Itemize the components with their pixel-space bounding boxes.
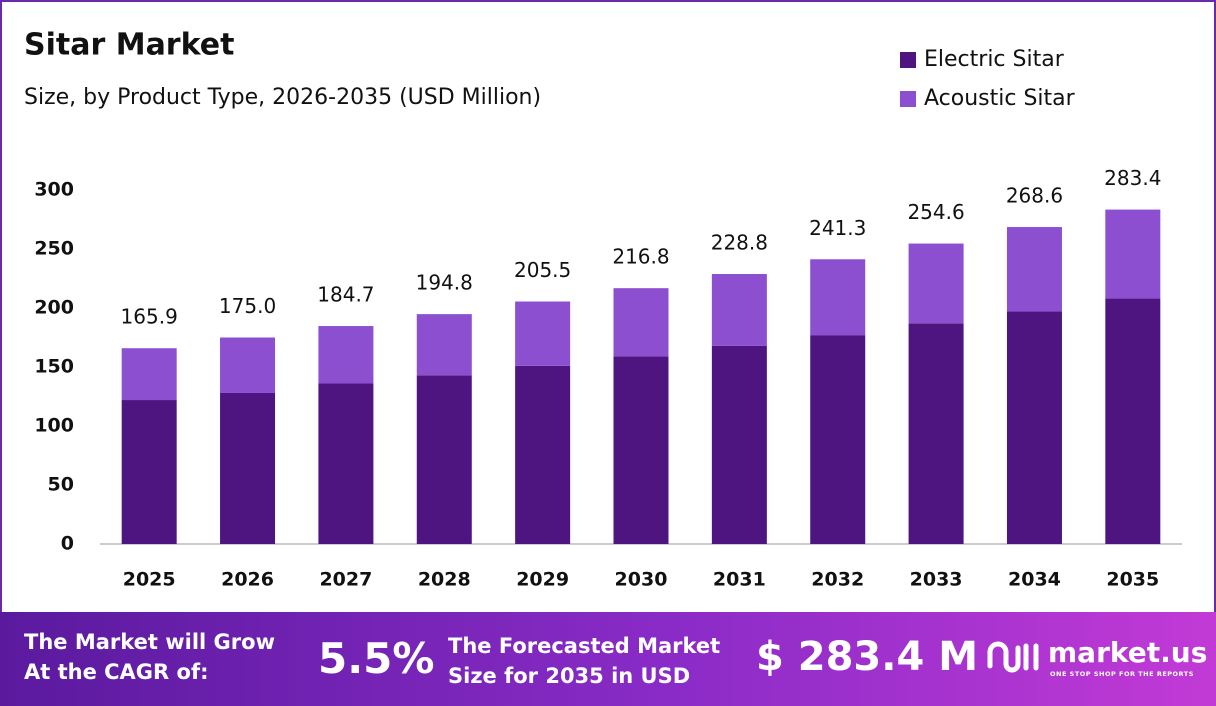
cagr-text: The Market will Grow At the CAGR of: [24,627,275,687]
legend-label: Acoustic Sitar [924,86,1076,111]
total-label: 254.6 [907,200,964,224]
bar-segment [515,365,571,544]
total-label: 205.5 [514,258,571,282]
x-tick-label: 2028 [418,569,471,591]
bar-segment [908,243,964,324]
bar-segment [220,337,276,393]
total-label: 268.6 [1006,184,1063,208]
x-tick-label: 2033 [910,569,963,591]
y-tick-label: 300 [34,179,74,201]
bar-segment [1105,209,1161,299]
y-tick-label: 200 [34,297,74,319]
legend-label: Electric Sitar [924,47,1065,72]
forecast-text: The Forecasted Market Size for 2035 in U… [448,631,720,691]
cagr-line: At the CAGR of: [24,660,209,684]
total-label: 175.0 [219,294,276,318]
total-label: 283.4 [1104,166,1161,190]
total-label: 241.3 [809,216,866,240]
x-tick-label: 2026 [221,569,274,591]
total-label: 165.9 [121,305,178,329]
cagr-line: The Market will Grow [24,630,275,654]
legend-swatch [900,91,916,107]
total-label: 228.8 [711,231,768,255]
x-tick-label: 2035 [1106,569,1159,591]
bar-segment [613,288,669,357]
footer-banner: The Market will Grow At the CAGR of: 5.5… [0,612,1216,706]
brand-name: market.us [1048,636,1208,669]
chart-subtitle: Size, by Product Type, 2026-2035 (USD Mi… [24,85,541,110]
x-tick-label: 2029 [516,569,569,591]
total-label: 184.7 [317,283,374,307]
y-tick-label: 250 [34,238,74,260]
y-tick-label: 50 [48,474,74,496]
forecast-value: $ 283.4 M [756,634,979,680]
bar-segment [1006,311,1062,544]
legend-swatch [900,52,916,68]
frame [0,0,1216,612]
bar-segment [416,314,472,376]
bar-segment [810,259,866,336]
chart-title: Sitar Market [24,28,234,63]
brand-logo [987,641,1039,673]
bar-segment [220,392,276,544]
y-tick-label: 0 [61,533,74,555]
y-tick-label: 150 [34,356,74,378]
bar-segment [318,326,374,384]
x-tick-label: 2027 [319,569,372,591]
bar-segment [121,348,177,401]
total-label: 216.8 [612,245,669,269]
bar-segment [515,301,571,366]
brand-tagline: ONE STOP SHOP FOR THE REPORTS [1050,670,1194,678]
y-tick-label: 100 [34,415,74,437]
bar-segment [1006,227,1062,312]
forecast-line: Size for 2035 in USD [448,664,691,688]
total-label: 194.8 [416,271,473,295]
bar-segment [711,345,767,544]
x-tick-label: 2034 [1008,569,1061,591]
forecast-line: The Forecasted Market [448,634,721,658]
bar-segment [711,274,767,346]
bar-segment [1105,298,1161,544]
bar-segment [318,383,374,544]
bar-segment [416,375,472,544]
x-tick-label: 2032 [811,569,864,591]
bar-segment [908,323,964,544]
x-tick-label: 2025 [123,569,176,591]
bar-segment [810,335,866,544]
x-tick-label: 2031 [713,569,766,591]
cagr-value: 5.5% [318,634,435,683]
bar-segment [613,356,669,544]
bar-segment [121,400,177,544]
x-tick-label: 2030 [615,569,668,591]
chart: Sitar Market Size, by Product Type, 2026… [0,0,1216,612]
